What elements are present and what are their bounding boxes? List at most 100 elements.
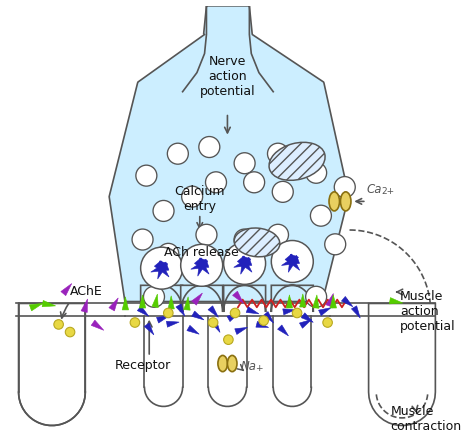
Ellipse shape [340, 192, 351, 211]
Polygon shape [109, 298, 118, 311]
Ellipse shape [306, 162, 327, 183]
Ellipse shape [234, 153, 255, 174]
Text: Na: Na [241, 360, 257, 373]
Ellipse shape [329, 192, 339, 211]
Text: Receptor: Receptor [114, 359, 171, 372]
Ellipse shape [153, 200, 174, 222]
Polygon shape [198, 258, 208, 276]
Ellipse shape [224, 242, 265, 284]
Polygon shape [341, 296, 353, 307]
Polygon shape [139, 295, 146, 308]
Polygon shape [233, 291, 244, 303]
Polygon shape [319, 307, 331, 316]
Polygon shape [191, 259, 209, 269]
Ellipse shape [267, 143, 289, 164]
Polygon shape [156, 316, 169, 323]
Polygon shape [191, 293, 202, 305]
Polygon shape [137, 306, 149, 316]
Polygon shape [283, 309, 295, 315]
Polygon shape [330, 295, 337, 308]
Ellipse shape [310, 205, 331, 226]
Polygon shape [288, 254, 299, 272]
Polygon shape [282, 255, 300, 265]
Circle shape [259, 316, 268, 325]
Ellipse shape [244, 172, 264, 193]
Ellipse shape [272, 181, 293, 202]
Polygon shape [109, 6, 349, 302]
Polygon shape [326, 293, 333, 307]
Polygon shape [369, 303, 435, 425]
Circle shape [224, 335, 233, 345]
Polygon shape [194, 258, 209, 274]
Polygon shape [234, 257, 252, 267]
Ellipse shape [234, 228, 280, 257]
Ellipse shape [132, 229, 153, 250]
Circle shape [323, 318, 332, 327]
Ellipse shape [271, 241, 313, 283]
Ellipse shape [158, 243, 179, 264]
Ellipse shape [144, 286, 164, 307]
Text: AChE: AChE [70, 285, 103, 299]
Polygon shape [246, 307, 259, 314]
Polygon shape [158, 261, 168, 279]
Polygon shape [144, 323, 154, 335]
Ellipse shape [206, 172, 227, 193]
Polygon shape [286, 295, 292, 308]
Text: 2+: 2+ [381, 187, 394, 196]
Polygon shape [224, 285, 265, 312]
Ellipse shape [167, 143, 188, 164]
Ellipse shape [325, 234, 346, 255]
Ellipse shape [234, 229, 255, 250]
Polygon shape [42, 300, 55, 307]
Circle shape [164, 308, 173, 318]
Polygon shape [208, 306, 219, 317]
Ellipse shape [334, 177, 355, 198]
Polygon shape [237, 256, 252, 272]
Polygon shape [227, 313, 239, 322]
Polygon shape [152, 294, 158, 307]
Polygon shape [264, 311, 273, 323]
Polygon shape [351, 306, 360, 318]
Ellipse shape [196, 224, 217, 245]
Ellipse shape [141, 247, 182, 289]
Circle shape [209, 318, 218, 327]
Polygon shape [300, 319, 312, 328]
Polygon shape [235, 327, 247, 334]
Polygon shape [285, 254, 300, 270]
Polygon shape [184, 297, 190, 310]
Ellipse shape [306, 286, 327, 307]
Text: Muscle
action
potential: Muscle action potential [400, 290, 456, 333]
Text: ACh release: ACh release [164, 246, 239, 259]
Polygon shape [176, 304, 185, 316]
Polygon shape [91, 320, 104, 330]
Ellipse shape [228, 355, 237, 372]
Polygon shape [278, 325, 289, 336]
Polygon shape [61, 284, 72, 295]
Ellipse shape [181, 244, 223, 286]
Polygon shape [256, 321, 269, 327]
Polygon shape [151, 262, 169, 272]
Text: Calcium
entry: Calcium entry [174, 185, 225, 213]
Ellipse shape [267, 224, 289, 245]
Polygon shape [166, 321, 179, 327]
Ellipse shape [136, 165, 157, 186]
Polygon shape [81, 299, 88, 312]
Polygon shape [29, 303, 43, 311]
Ellipse shape [269, 142, 325, 180]
Polygon shape [211, 320, 220, 332]
Polygon shape [168, 296, 174, 309]
Polygon shape [389, 298, 403, 304]
Circle shape [230, 308, 240, 318]
Circle shape [130, 318, 140, 327]
Polygon shape [301, 313, 313, 323]
Ellipse shape [218, 355, 228, 372]
Text: Muscle
contraction: Muscle contraction [391, 404, 462, 432]
Ellipse shape [182, 186, 203, 207]
Polygon shape [155, 260, 169, 277]
Text: Nerve
action
potential: Nerve action potential [200, 55, 255, 98]
Circle shape [292, 308, 302, 318]
Circle shape [65, 327, 75, 337]
Polygon shape [312, 295, 319, 308]
Polygon shape [271, 285, 313, 312]
Ellipse shape [199, 136, 220, 158]
